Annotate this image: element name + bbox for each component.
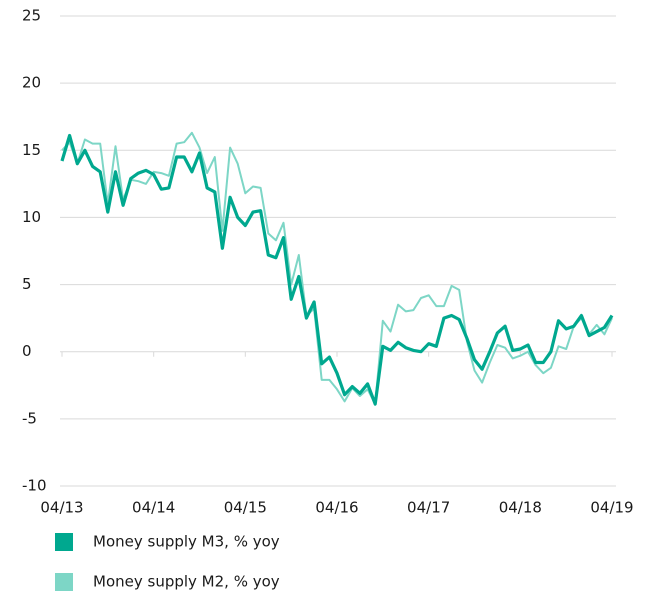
y-tick-label: 10 (22, 208, 41, 226)
legend-label: Money supply M2, % yoy (93, 573, 280, 591)
legend-swatch (55, 573, 73, 591)
y-tick-label: -10 (22, 477, 47, 495)
y-tick-label: 25 (22, 7, 41, 25)
y-tick-label: 5 (22, 275, 32, 293)
x-tick-label: 04/13 (40, 499, 83, 517)
legend-label: Money supply M3, % yoy (93, 533, 280, 551)
x-tick-label: 04/15 (224, 499, 267, 517)
x-tick-label: 04/14 (132, 499, 175, 517)
x-tick-label: 04/19 (590, 499, 633, 517)
y-tick-label: 15 (22, 141, 41, 159)
x-tick-label: 04/18 (499, 499, 542, 517)
x-tick-label: 04/16 (315, 499, 358, 517)
y-tick-label: -5 (22, 409, 37, 427)
y-tick-label: 20 (22, 74, 41, 92)
x-tick-label: 04/17 (407, 499, 450, 517)
legend-swatch (55, 533, 73, 551)
line (61, 131, 613, 406)
line (60, 133, 614, 406)
y-tick-label: 0 (22, 342, 32, 360)
